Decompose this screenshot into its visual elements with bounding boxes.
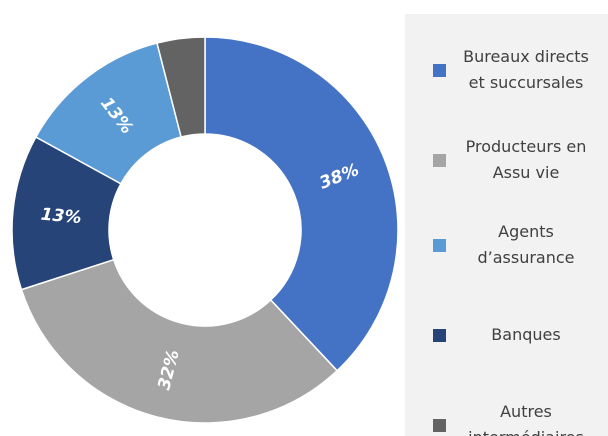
legend-swatch (433, 154, 446, 167)
legend-label: Producteurs en Assu vie (465, 137, 587, 182)
legend-swatch (433, 239, 446, 252)
slice (156, 36, 206, 138)
legend-label: Autres intermédiaires (468, 402, 584, 436)
slice (204, 36, 399, 372)
legend-swatch (433, 419, 446, 432)
legend-entry: Agents d’assurance (405, 215, 608, 275)
legend-label: Banques (491, 325, 561, 344)
chart: 38%32%13%13% (11, 36, 399, 424)
legend-entry: Bureaux directs et succursales (405, 40, 608, 100)
legend-entry: Banques (405, 305, 608, 365)
slice (20, 258, 339, 424)
data-label: 13% (40, 205, 82, 229)
legend-swatch (433, 329, 446, 342)
legend-label: Agents d’assurance (477, 222, 575, 267)
legend-label: Bureaux directs et succursales (463, 47, 589, 92)
legend: Bureaux directs et succursales Producteur… (405, 14, 608, 436)
legend-entry: Producteurs en Assu vie (405, 130, 608, 190)
legend-entry: Autres intermédiaires (405, 395, 608, 436)
legend-swatch (433, 64, 446, 77)
